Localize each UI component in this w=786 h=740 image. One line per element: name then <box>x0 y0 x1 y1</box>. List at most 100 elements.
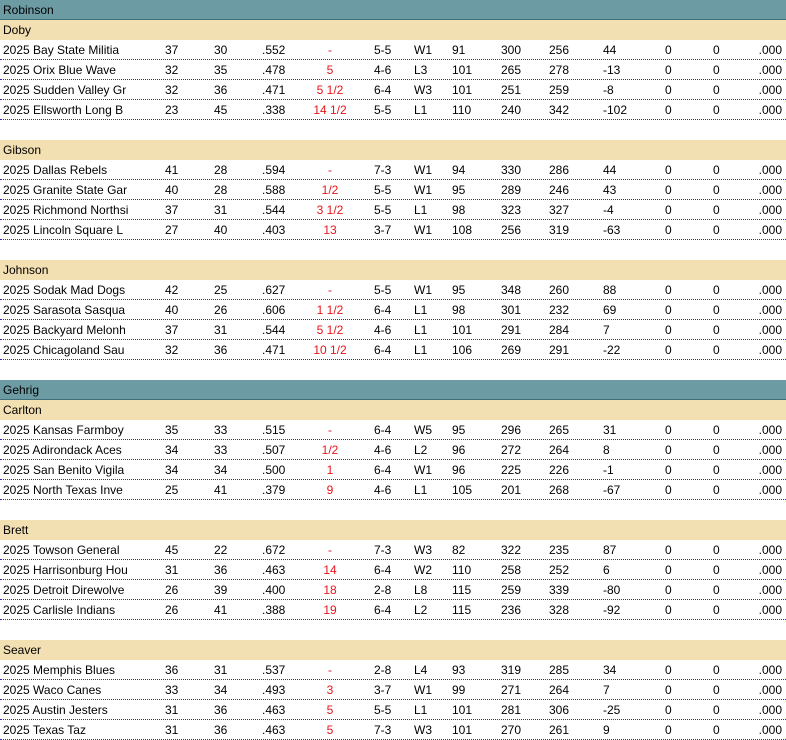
stat-cell: .000 <box>758 323 782 337</box>
games-behind-cell: - <box>328 663 332 677</box>
team-name: 2025 Towson General <box>3 543 120 557</box>
table-row[interactable]: 2025 Ellsworth Long B 23 45 .338 14 1/2 5-5 L1… <box>0 100 786 120</box>
division-header[interactable]: Johnson <box>0 260 786 280</box>
table-row[interactable]: 2025 Orix Blue Wave 32 35 .478 5 4-6 L3 101 265 2… <box>0 60 786 80</box>
stat-cell: 0 <box>713 723 720 737</box>
losses-cell: 25 <box>214 283 228 297</box>
division-header[interactable]: Carlton <box>0 400 786 420</box>
run-diff-cell: 69 <box>603 303 617 317</box>
table-row[interactable]: 2025 San Benito Vigila 34 34 .500 1 6-4 W1 96 22… <box>0 460 786 480</box>
league-header[interactable]: Robinson <box>0 0 786 20</box>
stat-cell: 101 <box>452 323 473 337</box>
stat-cell: 101 <box>452 723 473 737</box>
stat-cell: 115 <box>452 583 472 597</box>
last-ten-cell: 4-6 <box>374 443 392 457</box>
runs-allowed-cell: 327 <box>549 203 570 217</box>
stat-cell: 0 <box>713 323 720 337</box>
runs-allowed-cell: 226 <box>549 463 570 477</box>
team-name: 2025 Richmond Northsi <box>3 203 129 217</box>
run-diff-cell: -13 <box>603 63 621 77</box>
runs-allowed-cell: 259 <box>549 83 570 97</box>
table-row[interactable]: 2025 Memphis Blues 36 31 .537 - 2-8 L4 93 319 285… <box>0 660 786 680</box>
stat-cell: 0 <box>713 603 720 617</box>
last-ten-cell: 2-8 <box>374 583 392 597</box>
pct-cell: .478 <box>262 63 286 77</box>
losses-cell: 36 <box>214 703 228 717</box>
losses-cell: 33 <box>214 443 228 457</box>
games-behind-cell: 1 1/2 <box>316 303 344 317</box>
team-name: 2025 Texas Taz <box>3 723 86 737</box>
runs-scored-cell: 251 <box>501 83 522 97</box>
stat-cell: 0 <box>713 203 720 217</box>
team-name: 2025 Detroit Direwolve <box>3 583 125 597</box>
table-row[interactable]: 2025 Dallas Rebels 41 28 .594 - 7-3 W1 94 330 286… <box>0 160 786 180</box>
wins-cell: 31 <box>165 563 179 577</box>
games-behind-cell: 5 <box>326 63 334 77</box>
stat-cell: 0 <box>713 343 720 357</box>
games-behind-cell: 1/2 <box>321 443 339 457</box>
run-diff-cell: 34 <box>603 663 617 677</box>
stat-cell: 0 <box>665 703 672 717</box>
division-header[interactable]: Gibson <box>0 140 786 160</box>
runs-scored-cell: 240 <box>501 103 522 117</box>
table-row[interactable]: 2025 Carlisle Indians 26 41 .388 19 6-4 L2 115 2… <box>0 600 786 620</box>
division-header[interactable]: Doby <box>0 20 786 40</box>
stat-cell: 0 <box>713 423 720 437</box>
pct-cell: .463 <box>262 723 286 737</box>
table-row[interactable]: 2025 Sarasota Sasqua 40 26 .606 1 1/2 6-4 L1 98… <box>0 300 786 320</box>
table-row[interactable]: 2025 Chicagoland Sau 32 36 .471 10 1/2 6-4 L1 1… <box>0 340 786 360</box>
team-name: 2025 Ellsworth Long B <box>3 103 124 117</box>
table-row[interactable]: 2025 Sudden Valley Gr 32 36 .471 5 1/2 6-4 W3 1… <box>0 80 786 100</box>
division-name: Carlton <box>3 403 42 417</box>
table-row[interactable]: 2025 Harrisonburg Hou 31 36 .463 14 6-4 W2 110 2… <box>0 560 786 580</box>
run-diff-cell: -92 <box>603 603 621 617</box>
runs-scored-cell: 271 <box>501 683 522 697</box>
stat-cell: 0 <box>713 83 720 97</box>
runs-allowed-cell: 252 <box>549 563 570 577</box>
wins-cell: 32 <box>165 63 179 77</box>
stat-cell: 108 <box>452 223 473 237</box>
run-diff-cell: 87 <box>603 543 617 557</box>
table-row[interactable]: 2025 Towson General 45 22 .672 - 7-3 W3 82 322 23… <box>0 540 786 560</box>
table-row[interactable]: 2025 Bay State Militia 37 30 .552 - 5-5 W1 91 30… <box>0 40 786 60</box>
stat-cell: 93 <box>452 663 466 677</box>
team-name: 2025 Sudden Valley Gr <box>3 83 127 97</box>
stat-cell: 0 <box>665 423 672 437</box>
last-ten-cell: 5-5 <box>374 203 392 217</box>
last-ten-cell: 6-4 <box>374 463 392 477</box>
games-behind-cell: 5 <box>326 723 334 737</box>
stat-cell: .000 <box>758 483 782 497</box>
streak-cell: L4 <box>414 663 428 677</box>
team-name: 2025 Memphis Blues <box>3 663 116 677</box>
games-behind-cell: 9 <box>326 483 334 497</box>
league-header[interactable]: Gehrig <box>0 380 786 400</box>
table-row[interactable]: 2025 Texas Taz 31 36 .463 5 7-3 W3 101 270 261 9 0 0… <box>0 720 786 740</box>
wins-cell: 33 <box>165 683 179 697</box>
table-row[interactable]: 2025 North Texas Inve 25 41 .379 9 4-6 L1 105 20… <box>0 480 786 500</box>
wins-cell: 37 <box>165 203 179 217</box>
last-ten-cell: 4-6 <box>374 63 392 77</box>
stat-cell: 0 <box>665 303 672 317</box>
table-row[interactable]: 2025 Sodak Mad Dogs 42 25 .627 - 5-5 W1 95 348 26… <box>0 280 786 300</box>
stat-cell: 0 <box>665 43 672 57</box>
table-row[interactable]: 2025 Austin Jesters 31 36 .463 5 5-5 L1 101 281 3… <box>0 700 786 720</box>
stat-cell: 0 <box>665 583 672 597</box>
games-behind-cell: 13 <box>323 223 337 237</box>
table-row[interactable]: 2025 Lincoln Square L 27 40 .403 13 3-7 W1 108 2… <box>0 220 786 240</box>
table-row[interactable]: 2025 Waco Canes 33 34 .493 3 3-7 W1 99 271 264 7 0 0… <box>0 680 786 700</box>
last-ten-cell: 6-4 <box>374 303 392 317</box>
division-header[interactable]: Seaver <box>0 640 786 660</box>
team-name: 2025 Granite State Gar <box>3 183 128 197</box>
runs-scored-cell: 323 <box>501 203 522 217</box>
table-row[interactable]: 2025 Adirondack Aces 34 33 .507 1/2 4-6 L2 96 27… <box>0 440 786 460</box>
table-row[interactable]: 2025 Backyard Melonh 37 31 .544 5 1/2 4-6 L1 10… <box>0 320 786 340</box>
stat-cell: .000 <box>758 543 782 557</box>
table-row[interactable]: 2025 Detroit Direwolve 26 39 .400 18 2-8 L8 115… <box>0 580 786 600</box>
runs-scored-cell: 348 <box>501 283 522 297</box>
table-row[interactable]: 2025 Richmond Northsi 37 31 .544 3 1/2 5-5 L1 9… <box>0 200 786 220</box>
stat-cell: 0 <box>713 683 720 697</box>
table-row[interactable]: 2025 Granite State Gar 40 28 .588 1/2 5-5 W1 95… <box>0 180 786 200</box>
team-name: 2025 Austin Jesters <box>3 703 108 717</box>
table-row[interactable]: 2025 Kansas Farmboy 35 33 .515 - 6-4 W5 95 296 26… <box>0 420 786 440</box>
division-header[interactable]: Brett <box>0 520 786 540</box>
